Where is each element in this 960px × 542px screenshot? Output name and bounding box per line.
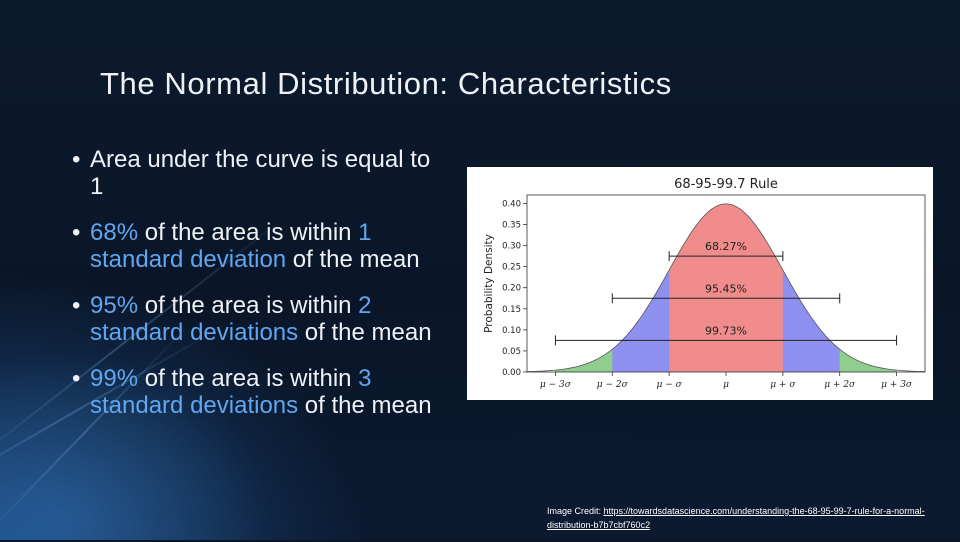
chart-title: 68-95-99.7 Rule <box>674 177 778 192</box>
x-tick-label: μ <box>723 380 729 390</box>
y-tick-label: 0.15 <box>502 305 521 315</box>
x-tick-label: μ − 2σ <box>597 380 629 390</box>
bullet-text: of the area is within <box>138 365 359 392</box>
bullet-sd-term: standard deviations <box>90 392 299 419</box>
density-curve <box>526 203 926 373</box>
bullet-percentage: 95% <box>90 292 139 319</box>
bullet-sd-term: standard deviation <box>90 246 287 273</box>
x-tick-label: μ − σ <box>657 380 683 390</box>
y-tick-label: 0.40 <box>502 199 521 209</box>
y-tick-label: 0.05 <box>502 347 521 357</box>
x-tick-label: μ + 3σ <box>881 380 913 390</box>
bullet-sd-count: 3 <box>358 365 372 392</box>
bullet-text: Area under the curve is equal to 1 <box>90 146 431 200</box>
bullet-item-95: • 95% of the area is within 2 standard de… <box>72 292 447 346</box>
band-percentage-label: 99.73% <box>705 324 747 337</box>
bullet-percentage: 68% <box>90 219 139 246</box>
bullet-text-tail: of the mean <box>298 392 432 419</box>
bullet-marker: • <box>72 146 81 173</box>
x-tick-label: μ − 3σ <box>540 380 572 390</box>
bullet-text: of the area is within <box>138 292 359 319</box>
band-area-2sd <box>669 203 783 372</box>
y-tick-label: 0.00 <box>502 368 521 378</box>
bullet-list: • Area under the curve is equal to 1 • 68… <box>72 146 447 419</box>
bullet-item-68: • 68% of the area is within 1 standard de… <box>72 219 447 273</box>
y-tick-label: 0.20 <box>502 284 521 294</box>
band-percentage-label: 68.27% <box>705 240 747 253</box>
bullet-marker: • <box>72 365 81 392</box>
credit-link[interactable]: https://towardsdatascience.com/understan… <box>547 506 925 530</box>
bullet-text: of the area is within <box>138 219 359 246</box>
bullet-marker: • <box>72 219 81 246</box>
bullet-item-area: • Area under the curve is equal to 1 <box>72 146 447 200</box>
bullet-sd-count: 2 <box>358 292 372 319</box>
y-tick-label: 0.10 <box>502 326 521 336</box>
bullet-text-tail: of the mean <box>298 319 432 346</box>
y-tick-label: 0.35 <box>502 221 521 231</box>
bullet-text-tail: of the mean <box>286 246 420 273</box>
bullet-percentage: 99% <box>90 365 139 392</box>
chart-canvas: 68.27% 95.45% 99.73% 0.00 0.05 0.10 0.15 0.20 0.… <box>483 177 926 390</box>
y-tick-label: 0.30 <box>502 242 521 252</box>
bullet-marker: • <box>72 292 81 319</box>
bullet-sd-term: standard deviations <box>90 319 299 346</box>
band-percentage-label: 95.45% <box>705 282 747 295</box>
x-tick-label: μ + 2σ <box>824 380 856 390</box>
normal-distribution-chart: 68.27% 95.45% 99.73% 0.00 0.05 0.10 0.15 0.20 0.… <box>467 167 933 400</box>
credit-prefix: Image Credit: <box>547 506 604 516</box>
x-tick-label: μ + σ <box>770 380 796 390</box>
slide-title: The Normal Distribution: Characteristics <box>100 66 672 101</box>
bullet-sd-count: 1 <box>358 219 372 246</box>
y-axis-label: Probability Density <box>483 234 495 333</box>
bullet-item-99: • 99% of the area is within 3 standard de… <box>72 365 447 419</box>
y-tick-label: 0.25 <box>502 263 521 273</box>
image-credit: Image Credit: https://towardsdatascience… <box>547 504 955 532</box>
